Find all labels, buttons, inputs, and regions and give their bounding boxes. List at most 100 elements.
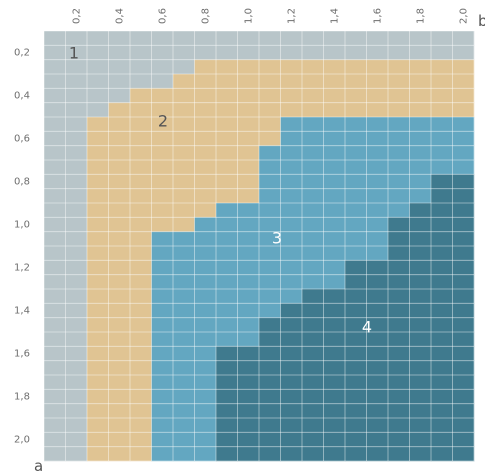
grid-cell-region-2 <box>194 88 217 103</box>
grid-cell-region-2 <box>173 145 195 161</box>
grid-cell-region-3 <box>302 260 324 275</box>
grid-cell-region-4 <box>323 289 346 304</box>
y-tick-label: 1,6 <box>14 349 30 360</box>
grid-cell-region-2 <box>409 59 432 75</box>
grid-cell-region-1 <box>44 45 66 60</box>
grid-cell-region-4 <box>302 317 324 333</box>
grid-cell-region-2 <box>130 446 152 462</box>
grid-cell-region-4 <box>345 317 367 333</box>
grid-cell-region-1 <box>108 31 131 46</box>
grid-cell-region-4 <box>409 403 432 419</box>
grid-cell-region-1 <box>65 403 88 419</box>
grid-cell-region-3 <box>194 389 217 404</box>
grid-cell-region-1 <box>237 31 260 46</box>
grid-cell-region-3 <box>280 246 303 261</box>
grid-cell-region-1 <box>65 346 88 361</box>
grid-cell-region-3 <box>345 231 367 247</box>
grid-cell-region-4 <box>388 346 410 361</box>
grid-cell-region-2 <box>216 188 238 204</box>
grid-cell-region-3 <box>280 117 303 132</box>
grid-cell-region-4 <box>431 303 453 318</box>
x-tick-label: 2,0 <box>458 8 469 24</box>
region-label-3: 3 <box>272 229 282 248</box>
grid-cell-region-1 <box>65 317 88 333</box>
grid-cell-region-3 <box>345 117 367 132</box>
grid-cell-region-4 <box>280 317 303 333</box>
grid-cell-region-2 <box>237 188 260 204</box>
grid-cell-region-2 <box>130 274 152 290</box>
grid-cell-region-3 <box>173 360 195 376</box>
grid-cell-region-3 <box>345 145 367 161</box>
grid-cell-region-3 <box>151 246 174 261</box>
grid-cell-region-1 <box>44 88 66 103</box>
grid-cell-region-4 <box>452 303 475 318</box>
grid-cell-region-3 <box>345 188 367 204</box>
grid-cell-region-2 <box>130 303 152 318</box>
grid-cell-region-3 <box>259 274 281 290</box>
grid-cell-region-3 <box>280 174 303 189</box>
grid-cell-region-3 <box>237 289 260 304</box>
grid-cell-region-2 <box>87 432 109 447</box>
grid-cell-region-2 <box>194 102 217 118</box>
grid-cell-region-4 <box>345 389 367 404</box>
grid-cell-region-1 <box>194 45 217 60</box>
grid-cell-region-2 <box>366 74 389 89</box>
grid-cell-region-2 <box>87 246 109 261</box>
grid-cell-region-2 <box>130 88 152 103</box>
grid-cell-region-3 <box>237 231 260 247</box>
grid-cell-region-2 <box>216 145 238 161</box>
grid-cell-region-3 <box>388 117 410 132</box>
grid-cell-region-2 <box>130 375 152 390</box>
grid-cell-region-4 <box>345 360 367 376</box>
grid-cell-region-3 <box>366 145 389 161</box>
grid-cell-region-3 <box>323 117 346 132</box>
grid-cell-region-4 <box>431 317 453 333</box>
grid-cell-region-4 <box>452 188 475 204</box>
grid-cell-region-1 <box>44 145 66 161</box>
grid-cell-region-3 <box>302 231 324 247</box>
grid-cell-region-2 <box>323 88 346 103</box>
grid-cell-region-3 <box>409 117 432 132</box>
grid-cell-region-3 <box>323 188 346 204</box>
grid-cell-region-2 <box>130 188 152 204</box>
grid-cell-region-4 <box>302 403 324 419</box>
grid-cell-region-1 <box>44 117 66 132</box>
grid-cell-region-4 <box>388 231 410 247</box>
grid-cell-region-3 <box>259 289 281 304</box>
grid-cell-region-1 <box>323 45 346 60</box>
grid-cell-region-4 <box>388 418 410 433</box>
grid-cell-region-2 <box>108 246 131 261</box>
grid-cell-region-1 <box>44 102 66 118</box>
grid-cell-region-2 <box>173 74 195 89</box>
grid-cell-region-2 <box>302 74 324 89</box>
grid-cell-region-1 <box>130 45 152 60</box>
grid-cell-region-2 <box>87 289 109 304</box>
grid-cell-region-1 <box>65 418 88 433</box>
grid-cell-region-2 <box>87 131 109 146</box>
grid-cell-region-4 <box>237 389 260 404</box>
grid-cell-region-4 <box>431 246 453 261</box>
grid-cell-region-1 <box>44 303 66 318</box>
grid-cell-region-4 <box>323 446 346 462</box>
grid-cell-region-2 <box>108 389 131 404</box>
grid-cell-region-4 <box>388 446 410 462</box>
grid-cell-region-4 <box>388 274 410 290</box>
grid-cell-region-4 <box>216 446 238 462</box>
grid-cell-region-4 <box>259 375 281 390</box>
grid-cell-region-2 <box>130 145 152 161</box>
grid-cell-region-4 <box>452 360 475 376</box>
grid-cell-region-3 <box>151 274 174 290</box>
grid-cell-region-4 <box>431 203 453 218</box>
grid-cell-region-3 <box>151 446 174 462</box>
grid-cell-region-4 <box>409 289 432 304</box>
grid-cell-region-3 <box>237 317 260 333</box>
grid-cell-region-4 <box>452 332 475 347</box>
y-tick-label: 1,8 <box>14 392 30 403</box>
grid-cell-region-2 <box>108 102 131 118</box>
grid-cell-region-1 <box>65 45 88 60</box>
y-tick-label: 0,8 <box>14 177 30 188</box>
grid-cell-region-3 <box>452 117 475 132</box>
grid-cell-region-4 <box>366 274 389 290</box>
grid-cell-region-4 <box>431 231 453 247</box>
grid-cell-region-3 <box>173 418 195 433</box>
